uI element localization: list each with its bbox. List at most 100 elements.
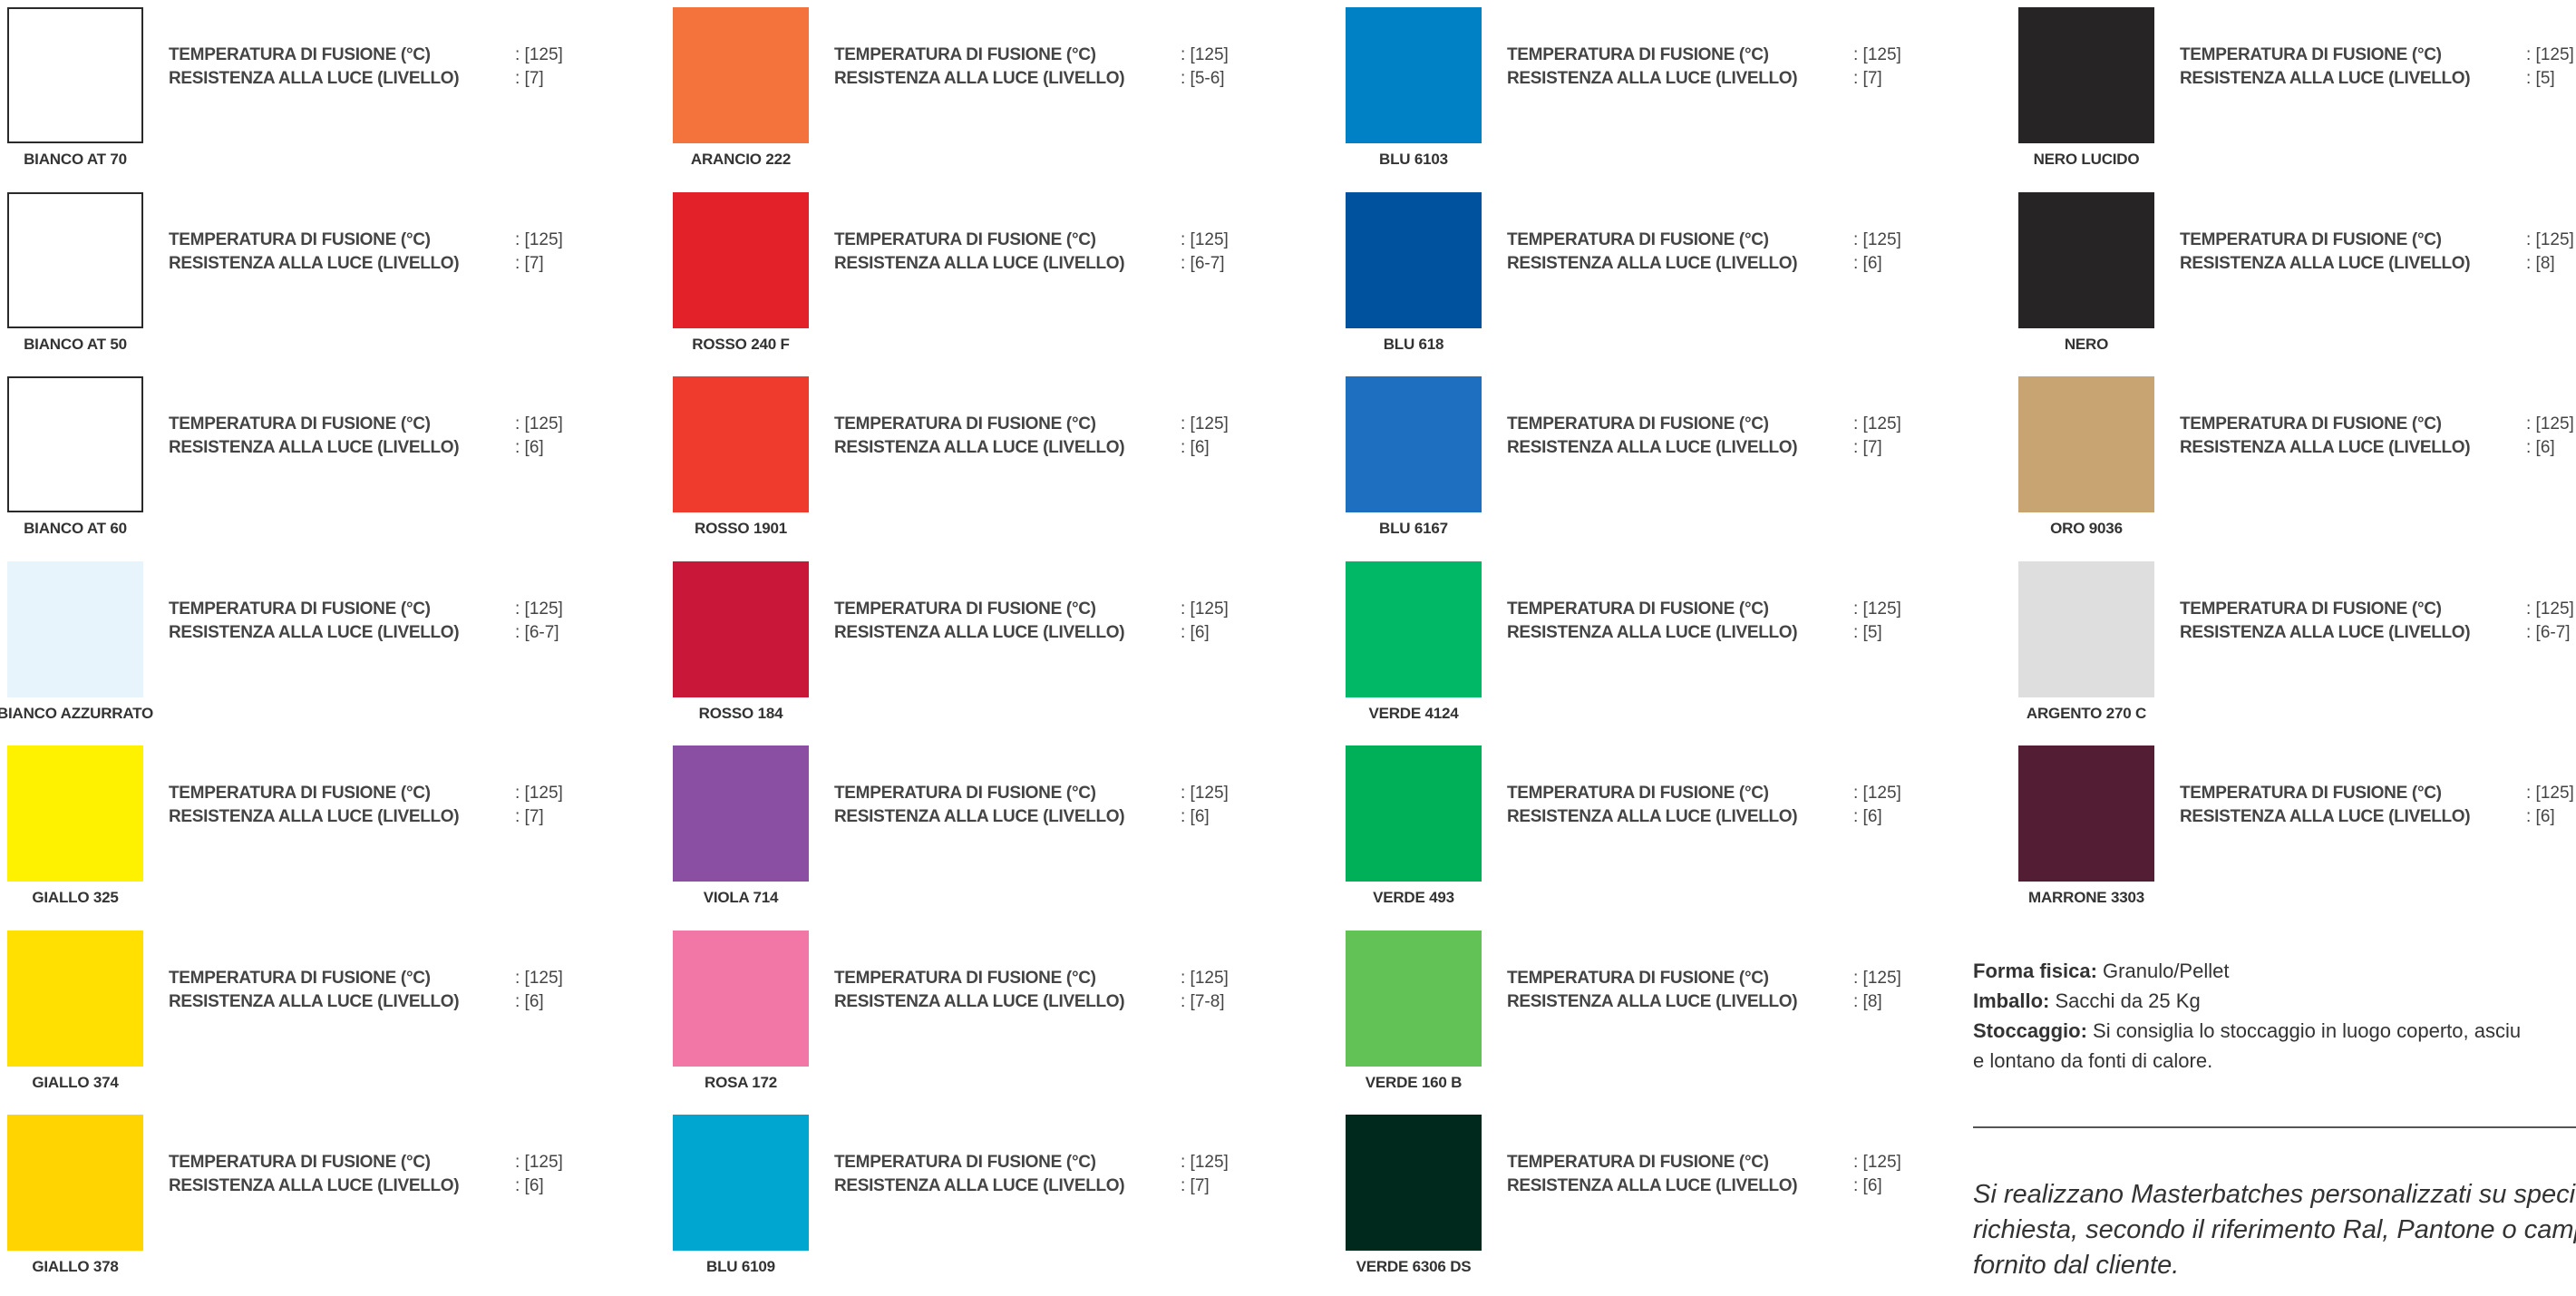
resistenza-value: : [6] bbox=[1853, 807, 1882, 826]
custom-note: Si realizzano Masterbatches personalizza… bbox=[1973, 1177, 2576, 1283]
note-line-1: Si realizzano Masterbatches personalizza… bbox=[1973, 1180, 2576, 1209]
temperatura-value: : [125] bbox=[515, 414, 563, 434]
temperatura-label: TEMPERATURA DI FUSIONE (°C) bbox=[1507, 1153, 1769, 1172]
temperatura-label: TEMPERATURA DI FUSIONE (°C) bbox=[169, 230, 431, 249]
color-name: VERDE 4124 bbox=[1368, 705, 1459, 722]
temperatura-label: TEMPERATURA DI FUSIONE (°C) bbox=[2180, 599, 2442, 619]
resistenza-value: : [5-6] bbox=[1181, 69, 1225, 88]
temperatura-value: : [125] bbox=[1181, 230, 1229, 249]
forma-fisica-line: Forma fisica: Granulo/Pellet bbox=[1973, 956, 2576, 986]
color-name: VERDE 160 B bbox=[1365, 1074, 1463, 1091]
temperatura-label: TEMPERATURA DI FUSIONE (°C) bbox=[834, 1153, 1096, 1172]
color-name: BIANCO AT 50 bbox=[24, 336, 127, 353]
resistenza-label: RESISTENZA ALLA LUCE (LIVELLO) bbox=[169, 807, 460, 826]
stoccaggio-line-2: e lontano da fonti di calore. bbox=[1973, 1049, 2213, 1072]
resistenza-value: : [6] bbox=[515, 992, 544, 1011]
temperatura-label: TEMPERATURA DI FUSIONE (°C) bbox=[1507, 45, 1769, 64]
resistenza-label: RESISTENZA ALLA LUCE (LIVELLO) bbox=[1507, 69, 1798, 88]
color-card: VERDE 6306 DS TEMPERATURA DI FUSIONE (°C)… bbox=[1346, 1115, 1998, 1296]
resistenza-label: RESISTENZA ALLA LUCE (LIVELLO) bbox=[2180, 69, 2471, 88]
color-card: BLU 6103 TEMPERATURA DI FUSIONE (°C) RESIS… bbox=[1346, 7, 1998, 189]
color-card: BLU 6167 TEMPERATURA DI FUSIONE (°C) RESIS… bbox=[1346, 376, 1998, 558]
color-card: ORO 9036 TEMPERATURA DI FUSIONE (°C) RESIS… bbox=[2018, 376, 2576, 558]
color-card: GIALLO 374 TEMPERATURA DI FUSIONE (°C) RES… bbox=[7, 931, 660, 1112]
temperatura-label: TEMPERATURA DI FUSIONE (°C) bbox=[169, 45, 431, 64]
temperatura-label: TEMPERATURA DI FUSIONE (°C) bbox=[1507, 230, 1769, 249]
resistenza-label: RESISTENZA ALLA LUCE (LIVELLO) bbox=[834, 992, 1125, 1011]
temperatura-label: TEMPERATURA DI FUSIONE (°C) bbox=[2180, 230, 2442, 249]
resistenza-label: RESISTENZA ALLA LUCE (LIVELLO) bbox=[2180, 623, 2471, 642]
temperatura-label: TEMPERATURA DI FUSIONE (°C) bbox=[834, 230, 1096, 249]
temperatura-value: : [125] bbox=[1853, 414, 1901, 434]
resistenza-value: : [6] bbox=[1181, 807, 1210, 826]
stoccaggio-key: Stoccaggio: bbox=[1973, 1019, 2087, 1042]
resistenza-label: RESISTENZA ALLA LUCE (LIVELLO) bbox=[1507, 254, 1798, 273]
color-card: ARANCIO 222 TEMPERATURA DI FUSIONE (°C) RE… bbox=[673, 7, 1326, 189]
color-name: ARANCIO 222 bbox=[690, 151, 792, 168]
color-card: VERDE 493 TEMPERATURA DI FUSIONE (°C) RESI… bbox=[1346, 745, 1998, 927]
resistenza-value: : [7] bbox=[1853, 438, 1882, 457]
temperatura-value: : [125] bbox=[1181, 784, 1229, 803]
temperatura-label: TEMPERATURA DI FUSIONE (°C) bbox=[1507, 414, 1769, 434]
color-swatch bbox=[673, 561, 809, 697]
color-swatch bbox=[2018, 561, 2154, 697]
temperatura-label: TEMPERATURA DI FUSIONE (°C) bbox=[2180, 45, 2442, 64]
color-name: VERDE 6306 DS bbox=[1356, 1258, 1472, 1275]
temperatura-value: : [125] bbox=[1853, 599, 1901, 619]
color-name: GIALLO 378 bbox=[32, 1258, 119, 1275]
color-card: VERDE 4124 TEMPERATURA DI FUSIONE (°C) RES… bbox=[1346, 561, 1998, 743]
color-name: GIALLO 374 bbox=[32, 1074, 119, 1091]
color-name: ORO 9036 bbox=[2050, 520, 2123, 537]
resistenza-value: : [6-7] bbox=[2526, 623, 2571, 642]
temperatura-label: TEMPERATURA DI FUSIONE (°C) bbox=[169, 1153, 431, 1172]
color-name: VIOLA 714 bbox=[703, 889, 779, 906]
stoccaggio-line: Stoccaggio: Si consiglia lo stoccaggio i… bbox=[1973, 1016, 2576, 1046]
temperatura-value: : [125] bbox=[1853, 784, 1901, 803]
color-card: BLU 618 TEMPERATURA DI FUSIONE (°C) RESIST… bbox=[1346, 192, 1998, 374]
color-swatch bbox=[7, 931, 143, 1067]
temperatura-value: : [125] bbox=[2526, 414, 2574, 434]
color-card: BIANCO AZZURRATO TEMPERATURA DI FUSIONE (… bbox=[0, 561, 660, 743]
resistenza-value: : [6] bbox=[2526, 438, 2555, 457]
color-swatch bbox=[7, 1115, 143, 1251]
color-swatch bbox=[2018, 376, 2154, 512]
imballo-value: Sacchi da 25 Kg bbox=[2049, 989, 2201, 1012]
temperatura-label: TEMPERATURA DI FUSIONE (°C) bbox=[169, 599, 431, 619]
product-info: Forma fisica: Granulo/Pellet Imballo: Sa… bbox=[1973, 956, 2576, 1076]
resistenza-label: RESISTENZA ALLA LUCE (LIVELLO) bbox=[834, 623, 1125, 642]
color-name: ROSSO 184 bbox=[698, 705, 783, 722]
temperatura-value: : [125] bbox=[2526, 230, 2574, 249]
resistenza-label: RESISTENZA ALLA LUCE (LIVELLO) bbox=[2180, 438, 2471, 457]
color-swatch bbox=[673, 192, 809, 328]
resistenza-label: RESISTENZA ALLA LUCE (LIVELLO) bbox=[2180, 807, 2471, 826]
resistenza-label: RESISTENZA ALLA LUCE (LIVELLO) bbox=[834, 438, 1125, 457]
color-card: ROSSO 184 TEMPERATURA DI FUSIONE (°C) RESI… bbox=[673, 561, 1326, 743]
temperatura-value: : [125] bbox=[1181, 1153, 1229, 1172]
temperatura-label: TEMPERATURA DI FUSIONE (°C) bbox=[834, 45, 1096, 64]
temperatura-value: : [125] bbox=[1853, 230, 1901, 249]
color-card: BIANCO AT 60 TEMPERATURA DI FUSIONE (°C) R… bbox=[7, 376, 660, 558]
resistenza-label: RESISTENZA ALLA LUCE (LIVELLO) bbox=[834, 69, 1125, 88]
color-name: BIANCO AT 60 bbox=[24, 520, 127, 537]
resistenza-label: RESISTENZA ALLA LUCE (LIVELLO) bbox=[834, 254, 1125, 273]
temperatura-value: : [125] bbox=[2526, 784, 2574, 803]
color-name: BLU 618 bbox=[1383, 336, 1444, 353]
resistenza-label: RESISTENZA ALLA LUCE (LIVELLO) bbox=[169, 623, 460, 642]
color-card: VIOLA 714 TEMPERATURA DI FUSIONE (°C) RESI… bbox=[673, 745, 1326, 927]
color-name: ROSA 172 bbox=[705, 1074, 777, 1091]
color-swatch bbox=[7, 745, 143, 882]
resistenza-value: : [7] bbox=[515, 69, 544, 88]
color-card: ARGENTO 270 C TEMPERATURA DI FUSIONE (°C)… bbox=[2018, 561, 2576, 743]
resistenza-value: : [6-7] bbox=[1181, 254, 1225, 273]
color-swatch bbox=[1346, 7, 1482, 143]
color-swatch bbox=[7, 376, 143, 512]
temperatura-label: TEMPERATURA DI FUSIONE (°C) bbox=[834, 599, 1096, 619]
resistenza-value: : [7] bbox=[515, 807, 544, 826]
color-name: ROSSO 1901 bbox=[695, 520, 787, 537]
temperatura-label: TEMPERATURA DI FUSIONE (°C) bbox=[2180, 784, 2442, 803]
color-name: GIALLO 325 bbox=[32, 889, 119, 906]
color-name: VERDE 493 bbox=[1373, 889, 1454, 906]
temperatura-value: : [125] bbox=[1853, 969, 1901, 988]
stoccaggio-value: Si consiglia lo stoccaggio in luogo cope… bbox=[2086, 1019, 2522, 1042]
resistenza-label: RESISTENZA ALLA LUCE (LIVELLO) bbox=[169, 992, 460, 1011]
